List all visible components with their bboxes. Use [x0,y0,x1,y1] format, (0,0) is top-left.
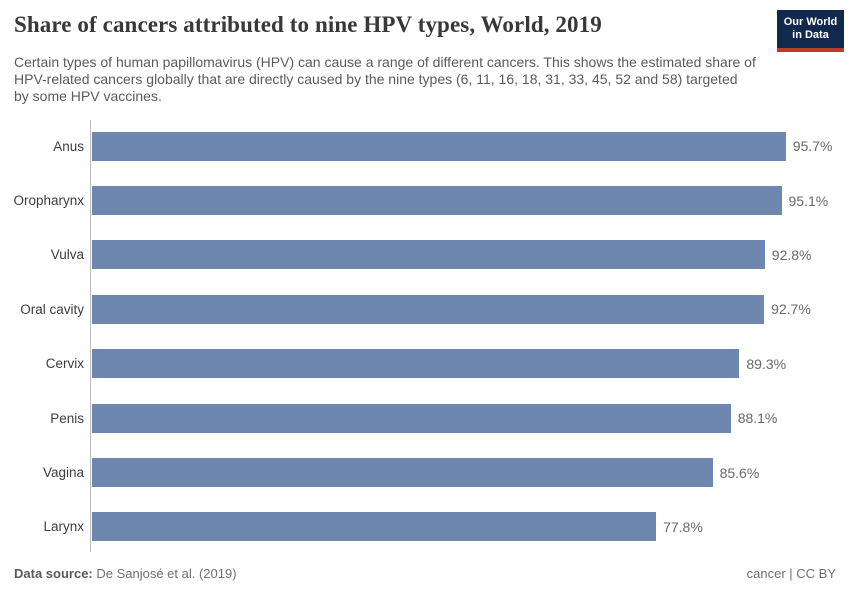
bar-wrap: 92.8% [92,240,812,270]
bar-wrap: 85.6% [92,458,760,488]
bar[interactable] [92,512,657,542]
bar[interactable] [92,294,765,324]
bar[interactable] [92,240,765,270]
chart-row: Oral cavity 92.7% [0,282,850,336]
bar-wrap: 92.7% [92,294,811,324]
chart-row: Oropharynx 95.1% [0,173,850,227]
value-label: 92.8% [771,246,812,263]
value-label: 92.7% [771,301,811,318]
owid-logo[interactable]: Our World in Data [777,10,844,52]
category-label: Oropharynx [13,193,84,209]
category-label: Vulva [50,247,84,263]
chart-title: Share of cancers attributed to nine HPV … [14,12,602,37]
category-label: Anus [53,138,84,154]
chart-row: Penis 88.1% [0,391,850,445]
bar-chart: Anus 95.7% Oropharynx 95.1% Vulva 92.8% Oral c… [0,119,850,555]
category-label: Penis [50,410,84,426]
bar-wrap: 95.7% [92,131,833,161]
chart-row: Anus 95.7% [0,119,850,173]
chart-row: Vagina 85.6% [0,445,850,499]
bar-wrap: 77.8% [92,512,703,542]
bars-area: Anus 95.7% Oropharynx 95.1% Vulva 92.8% Oral c… [0,119,850,554]
chart-row: Cervix 89.3% [0,337,850,391]
value-label: 89.3% [746,355,787,372]
bar[interactable] [92,349,740,379]
category-label: Larynx [43,519,84,535]
owid-logo-line2: in Data [792,29,829,41]
bar-wrap: 88.1% [92,403,778,433]
bar[interactable] [92,131,786,161]
y-axis-line [90,120,91,552]
value-label: 95.1% [788,192,829,209]
category-label: Oral cavity [20,301,84,317]
data-source: Data source: De Sanjosé et al. (2019) [14,566,237,581]
category-label: Cervix [45,356,84,372]
chart-footer: Data source: De Sanjosé et al. (2019) ca… [14,566,836,581]
bar[interactable] [92,458,713,488]
value-label: 95.7% [792,138,833,155]
chart-row: Vulva 92.8% [0,228,850,282]
bar[interactable] [92,186,782,216]
bar-wrap: 95.1% [92,186,829,216]
license-text[interactable]: cancer | CC BY [746,566,836,581]
bar[interactable] [92,403,731,433]
owid-logo-line1: Our World [783,16,838,28]
value-label: 88.1% [737,410,778,427]
data-source-label: Data source: [14,566,93,581]
data-source-value: De Sanjosé et al. (2019) [92,566,237,581]
category-label: Vagina [42,465,84,481]
value-label: 77.8% [663,518,703,535]
value-label: 85.6% [719,464,760,481]
bar-wrap: 89.3% [92,349,787,379]
chart-subtitle: Certain types of human papillomavirus (H… [14,54,756,104]
chart-row: Larynx 77.8% [0,500,850,554]
